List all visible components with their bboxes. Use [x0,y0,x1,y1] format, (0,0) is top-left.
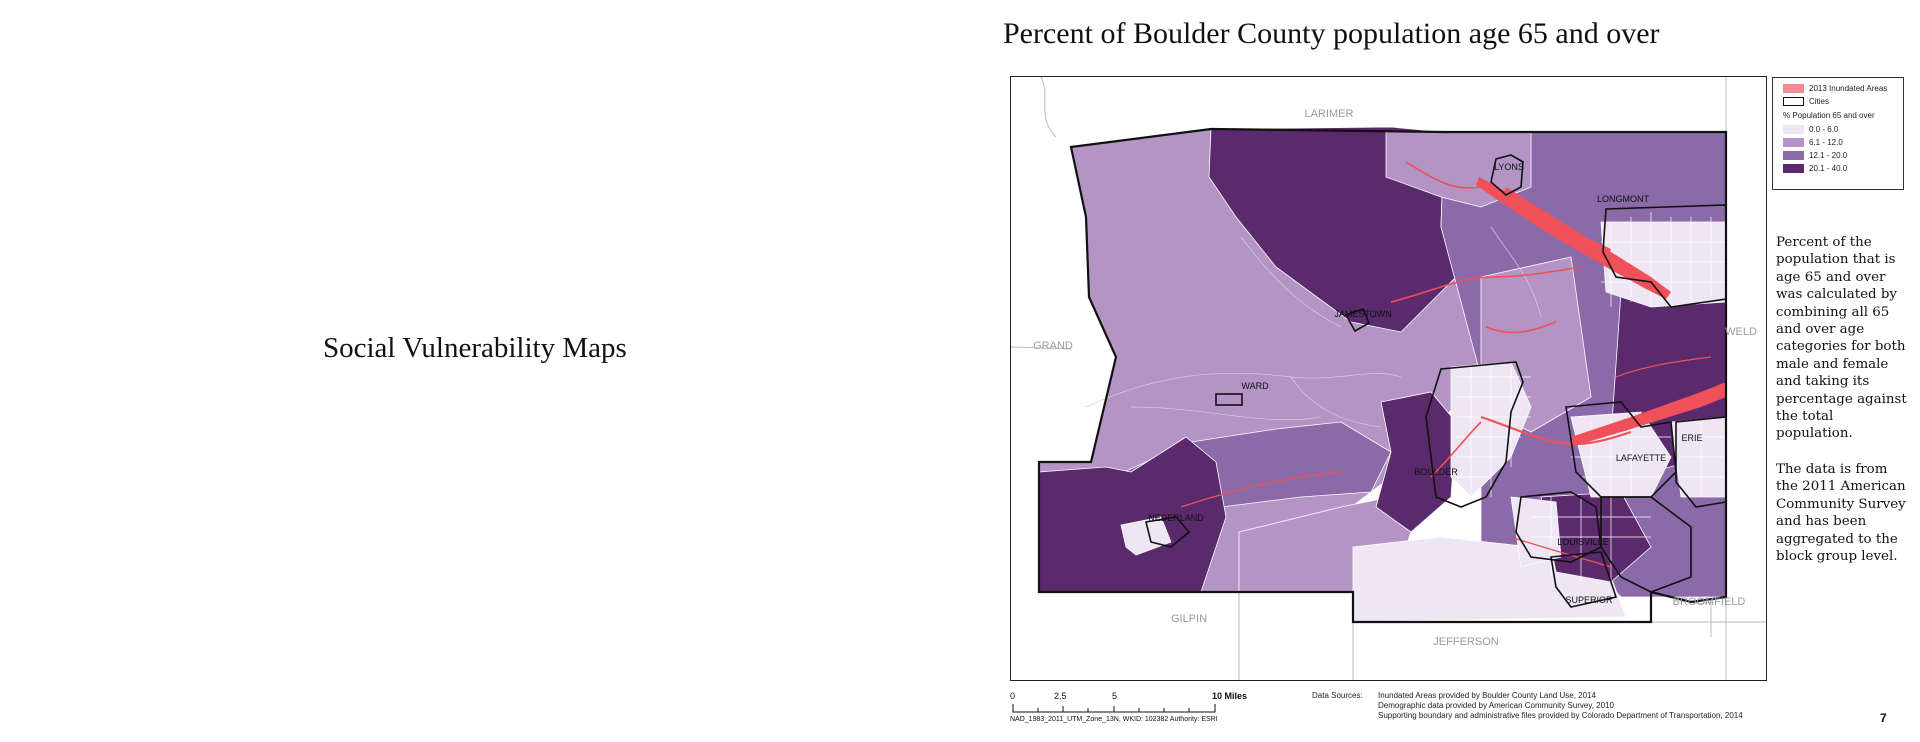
interior-lines [1085,226,1542,428]
map-description: Percent of the population that is age 65… [1776,234,1912,583]
inundated-swatch [1783,84,1804,93]
map-title: Percent of Boulder County population age… [1003,17,1660,50]
neighbor-label: WELD [1725,326,1757,338]
legend-row-cities: Cities [1783,97,1829,106]
source-line: Demographic data provided by American Co… [1378,701,1614,710]
city-label: LONGMONT [1597,194,1650,204]
legend-label: Cities [1809,97,1830,106]
urban-louisville [1510,496,1562,568]
class-2-swatch [1783,138,1804,147]
urban-nederland [1120,516,1172,556]
description-paragraph: The data is from the 2011 American Commu… [1776,461,1906,564]
legend-row-class-2: 6.1 - 12.0 [1783,138,1843,147]
neighbor-label: GILPIN [1171,613,1207,625]
sources-lines: Inundated Areas provided by Boulder Coun… [1378,691,1743,721]
neighbor-label: LARIMER [1305,108,1354,120]
source-line: Supporting boundary and administrative f… [1378,711,1743,720]
block-groups [1456,212,1726,582]
map-legend: 2013 Inundated Areas Cities % Population… [1772,77,1904,190]
neighbor-label: BROOMFIELD [1673,596,1746,608]
boulder-county-map: LARIMER GRAND WELD GILPIN JEFFERSON BROO… [1011,77,1766,680]
city-label: BOULDER [1414,467,1458,477]
region-boulder [1375,391,1457,533]
inundated-areas [1180,161,1726,568]
neighbor-label: JEFFERSON [1433,636,1498,648]
city-label: SUPERIOR [1565,595,1613,605]
city-label: LYONS [1494,162,1524,172]
sources-label: Data Sources: [1312,691,1363,700]
legend-label: 2013 Inundated Areas [1809,84,1888,93]
legend-label: 12.1 - 20.0 [1809,151,1848,160]
scale-tick-label: 10 Miles [1212,691,1248,701]
city-label: LOUISVILLE [1557,537,1609,547]
scale-tick-label: 2.5 [1054,691,1067,701]
city-label: LAFAYETTE [1616,453,1666,463]
source-line: Inundated Areas provided by Boulder Coun… [1378,691,1596,700]
legend-label: 0.0 - 6.0 [1809,125,1839,134]
class-3-swatch [1783,151,1804,160]
description-paragraph: Percent of the population that is age 65… [1776,235,1907,442]
map-frame: LARIMER GRAND WELD GILPIN JEFFERSON BROO… [1010,76,1767,681]
legend-row-inundated: 2013 Inundated Areas [1783,84,1887,93]
city-label: ERIE [1681,433,1702,443]
scale-tick-label: 0 [1010,691,1016,701]
city-label: NEDERLAND [1148,513,1204,523]
city-swatch [1783,97,1804,106]
page-number: 7 [1880,711,1887,725]
legend-title-text: % Population 65 and over [1783,111,1875,120]
legend-row-class-1: 0.0 - 6.0 [1783,125,1838,134]
legend-label: 20.1 - 40.0 [1809,164,1848,173]
scale-bar: 0 2.5 5 10 Miles NAD_1983_2011_UTM_Zone_… [1010,688,1260,728]
projection-text: NAD_1983_2011_UTM_Zone_13N, WKID: 102382… [1010,716,1218,723]
legend-title: % Population 65 and over [1783,111,1875,120]
county-outline [1037,127,1728,624]
city-label: JAMESTOWN [1334,309,1391,319]
city-outlines [1145,154,1727,608]
county-regions [1038,126,1727,623]
section-heading: Social Vulnerability Maps [323,332,627,364]
city-label: WARD [1241,381,1269,391]
scale-tick-label: 5 [1112,691,1118,701]
class-1-swatch [1783,125,1804,134]
neighbor-label: GRAND [1033,340,1073,352]
class-4-swatch [1783,164,1804,173]
scale-bar-graphic [1012,704,1216,713]
legend-row-class-3: 12.1 - 20.0 [1783,151,1847,160]
legend-row-class-4: 20.1 - 40.0 [1783,164,1847,173]
legend-label: 6.1 - 12.0 [1809,138,1843,147]
